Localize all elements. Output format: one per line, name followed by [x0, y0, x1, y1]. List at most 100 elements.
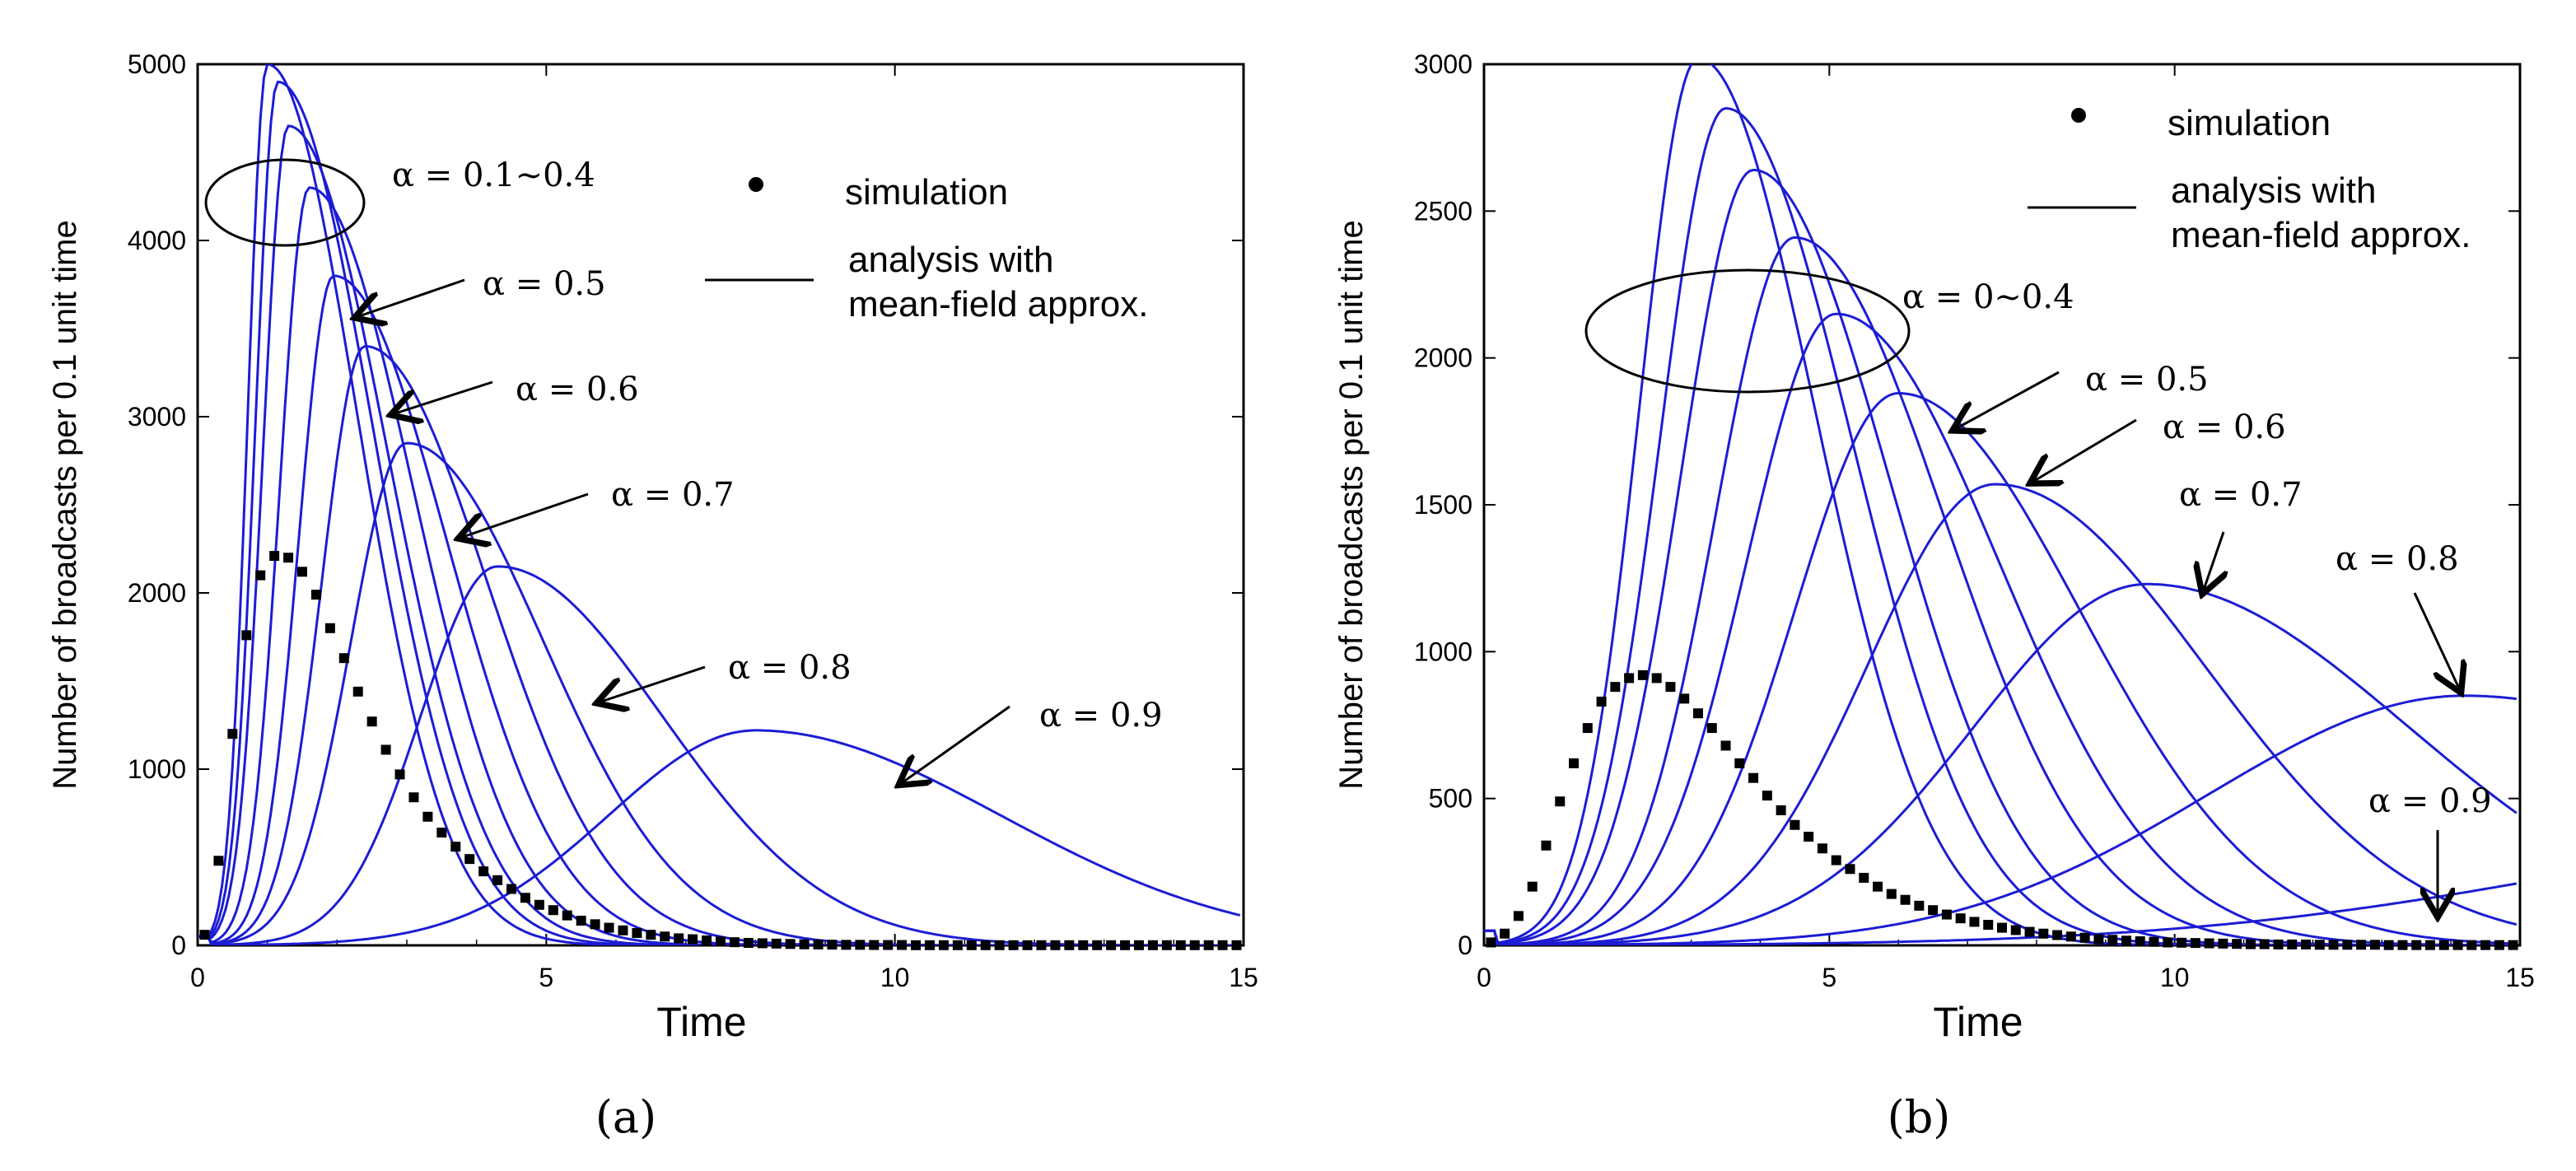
- sim-point-a: [436, 828, 447, 838]
- sim-point-a: [576, 916, 586, 926]
- sim-point-a: [925, 940, 935, 950]
- sim-point-a: [618, 925, 628, 935]
- ticks-b: 0 5 10 15 0 500 1000 1500 2000 2500 3000: [1414, 49, 2535, 992]
- sim-point-b: [2480, 940, 2491, 950]
- sim-point-b: [2287, 939, 2298, 949]
- sim-point-a: [1050, 940, 1061, 950]
- panel-a: 0 5 10 15 0 1000 2000 3000 4000 5000 Number of br…: [47, 49, 1258, 1143]
- series-line-a-2: [198, 124, 1240, 945]
- sim-point-b: [1624, 673, 1635, 683]
- y-tick-label-b-2500: 2500: [1414, 196, 1472, 226]
- annotation-alpha-0.8-a: α = 0.8: [728, 649, 852, 687]
- annotation-alpha-0.9-a: α = 0.9: [1039, 697, 1163, 735]
- sim-point-b: [2232, 939, 2242, 949]
- sim-point-b: [1706, 723, 1717, 734]
- sim-point-b: [1720, 740, 1731, 751]
- sim-point-a: [1134, 940, 1144, 950]
- legend-label-analysis-line1-a: analysis with: [848, 240, 1053, 280]
- sim-point-a: [897, 940, 908, 950]
- sim-point-a: [1078, 940, 1089, 950]
- sim-point-b: [1596, 696, 1607, 707]
- sim-point-b: [2190, 938, 2200, 949]
- sim-point-b: [1762, 791, 1772, 801]
- sim-point-b: [1831, 855, 1841, 865]
- sim-point-b: [2328, 940, 2339, 950]
- sim-point-b: [2424, 940, 2435, 950]
- sim-point-b: [1582, 723, 1593, 734]
- sim-point-a: [1175, 940, 1186, 950]
- arrow-alpha-0.6-b: [2034, 418, 2137, 481]
- sim-point-a: [1008, 940, 1019, 950]
- sim-point-b: [1692, 708, 1703, 719]
- panel-b: 0 5 10 15 0 500 1000 1500 2000 2500 3000 Number of…: [1333, 49, 2535, 1143]
- arrow-alpha-0.8-b: [2413, 592, 2459, 688]
- sim-point-a: [632, 928, 642, 939]
- y-tick-label-b-0: 0: [1458, 931, 1472, 960]
- sim-point-a: [213, 856, 224, 866]
- simulation-points-a: [199, 551, 1242, 950]
- x-tick-label-a-15: 15: [1229, 963, 1258, 992]
- x-tick-label-b-15: 15: [2505, 963, 2535, 992]
- arrow-alpha-0.9-a: [903, 705, 1010, 782]
- series-line-b-1: [1484, 106, 2517, 945]
- sim-point-b: [2038, 928, 2049, 939]
- sim-point-a: [771, 938, 782, 949]
- sim-point-b: [1776, 805, 1786, 815]
- sim-point-b: [1637, 669, 1648, 680]
- x-tick-label-b-5: 5: [1822, 963, 1836, 992]
- sim-point-b: [2273, 939, 2284, 949]
- sim-point-a: [938, 940, 949, 950]
- sim-point-a: [799, 939, 810, 949]
- sim-point-b: [2052, 930, 2063, 940]
- sim-point-b: [2452, 940, 2463, 950]
- sim-point-b: [1928, 905, 1939, 916]
- series-line-b-6: [1484, 483, 2518, 945]
- legend-label-analysis-line1-b: analysis with: [2171, 170, 2376, 211]
- sim-point-b: [1734, 758, 1745, 768]
- annotation-alpha-0.6-b: α = 0.6: [2163, 408, 2286, 446]
- sim-point-a: [883, 940, 894, 950]
- x-tick-label-b-10: 10: [2160, 963, 2190, 992]
- arrow-alpha-0.5-a: [359, 278, 465, 316]
- sim-point-b: [2369, 940, 2380, 950]
- panel-label-a: (a): [595, 1091, 656, 1143]
- sim-point-a: [841, 940, 852, 950]
- sim-point-b: [1873, 881, 1883, 892]
- sim-point-b: [2301, 939, 2312, 949]
- sim-point-a: [1217, 940, 1228, 950]
- arrow-alpha-0.7-a: [463, 492, 589, 537]
- sim-point-b: [1541, 840, 1552, 851]
- x-tick-label-a-10: 10: [880, 963, 910, 992]
- sim-point-b: [2149, 936, 2159, 947]
- y-tick-label-b-2000: 2000: [1414, 343, 1472, 373]
- sim-point-b: [1679, 693, 1690, 704]
- sim-point-a: [324, 623, 335, 633]
- sim-point-a: [729, 937, 740, 948]
- sim-point-a: [534, 899, 544, 910]
- sim-point-b: [1665, 682, 1676, 693]
- sim-point-b: [1804, 832, 1814, 842]
- sim-point-b: [1900, 894, 1911, 905]
- sim-point-a: [966, 940, 977, 950]
- y-tick-label-a-0: 0: [171, 931, 186, 960]
- sim-point-a: [911, 940, 922, 950]
- sim-point-a: [492, 875, 503, 885]
- y-tick-label-b-3000: 3000: [1414, 49, 1472, 79]
- panel-label-b: (b): [1888, 1091, 1951, 1143]
- sim-point-b: [2010, 925, 2021, 935]
- sim-point-b: [2204, 938, 2214, 949]
- sim-point-a: [1161, 940, 1172, 950]
- sim-point-a: [869, 940, 880, 950]
- legend-dot-simulation-a: [749, 177, 763, 192]
- sim-point-a: [1106, 940, 1117, 950]
- arrow-alpha-0.8-a: [601, 665, 706, 702]
- sim-point-b: [1969, 917, 1980, 927]
- sim-point-a: [199, 930, 210, 940]
- sim-point-b: [2508, 940, 2518, 950]
- annotation-alpha-0.9-b: α = 0.9: [2368, 782, 2492, 820]
- sim-point-a: [827, 940, 838, 950]
- sim-point-a: [255, 570, 266, 581]
- sim-point-b: [2259, 939, 2270, 949]
- sim-point-a: [855, 940, 866, 950]
- sim-point-b: [2079, 932, 2090, 943]
